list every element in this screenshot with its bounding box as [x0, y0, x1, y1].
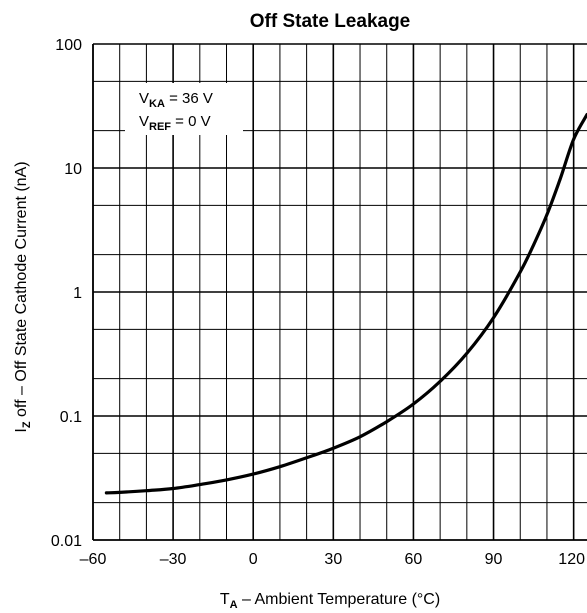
y-tick-label: 1: [73, 285, 82, 302]
curve-layer: [104, 112, 587, 495]
annotation-vka: VKA = 36 V: [139, 90, 213, 110]
x-tick-label: 90: [485, 551, 503, 568]
y-tick-label: 10: [64, 161, 82, 178]
y-axis-label: IZ off – Off State Cathode Current (nA): [13, 161, 33, 432]
tick-labels: –60 –30 0 30 60 90 120 0.01 0.1 1 10 100: [51, 37, 585, 568]
x-axis-label: TA – Ambient Temperature (°C): [220, 591, 440, 611]
y-tick-label: 0.01: [51, 533, 82, 550]
x-tick-label: 60: [405, 551, 423, 568]
x-tick-label: 120: [558, 551, 585, 568]
y-tick-label: 0.1: [60, 409, 82, 426]
x-tick-label: –30: [160, 551, 187, 568]
y-tick-label: 100: [55, 37, 82, 54]
x-tick-label: –60: [80, 551, 107, 568]
x-tick-label: 30: [324, 551, 342, 568]
annotation-background: [125, 83, 243, 135]
leakage-curve: [104, 112, 587, 495]
chart-title: Off State Leakage: [250, 11, 411, 32]
annotation-vref: VREF = 0 V: [139, 113, 211, 133]
x-tick-label: 0: [249, 551, 258, 568]
